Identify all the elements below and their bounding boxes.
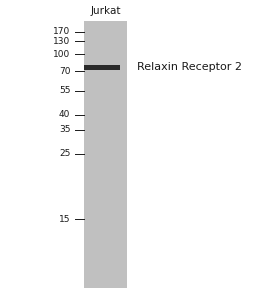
Bar xyxy=(84,65,120,70)
Text: 25: 25 xyxy=(59,149,70,158)
Text: 55: 55 xyxy=(59,86,70,95)
Text: 40: 40 xyxy=(59,110,70,119)
Text: 130: 130 xyxy=(53,37,70,46)
Text: 35: 35 xyxy=(59,125,70,134)
Text: 70: 70 xyxy=(59,67,70,76)
Text: 170: 170 xyxy=(53,27,70,36)
Text: Jurkat: Jurkat xyxy=(91,7,121,16)
Text: 15: 15 xyxy=(59,214,70,224)
Text: 100: 100 xyxy=(53,50,70,58)
Bar xyxy=(84,21,127,288)
Text: Relaxin Receptor 2: Relaxin Receptor 2 xyxy=(137,62,242,73)
